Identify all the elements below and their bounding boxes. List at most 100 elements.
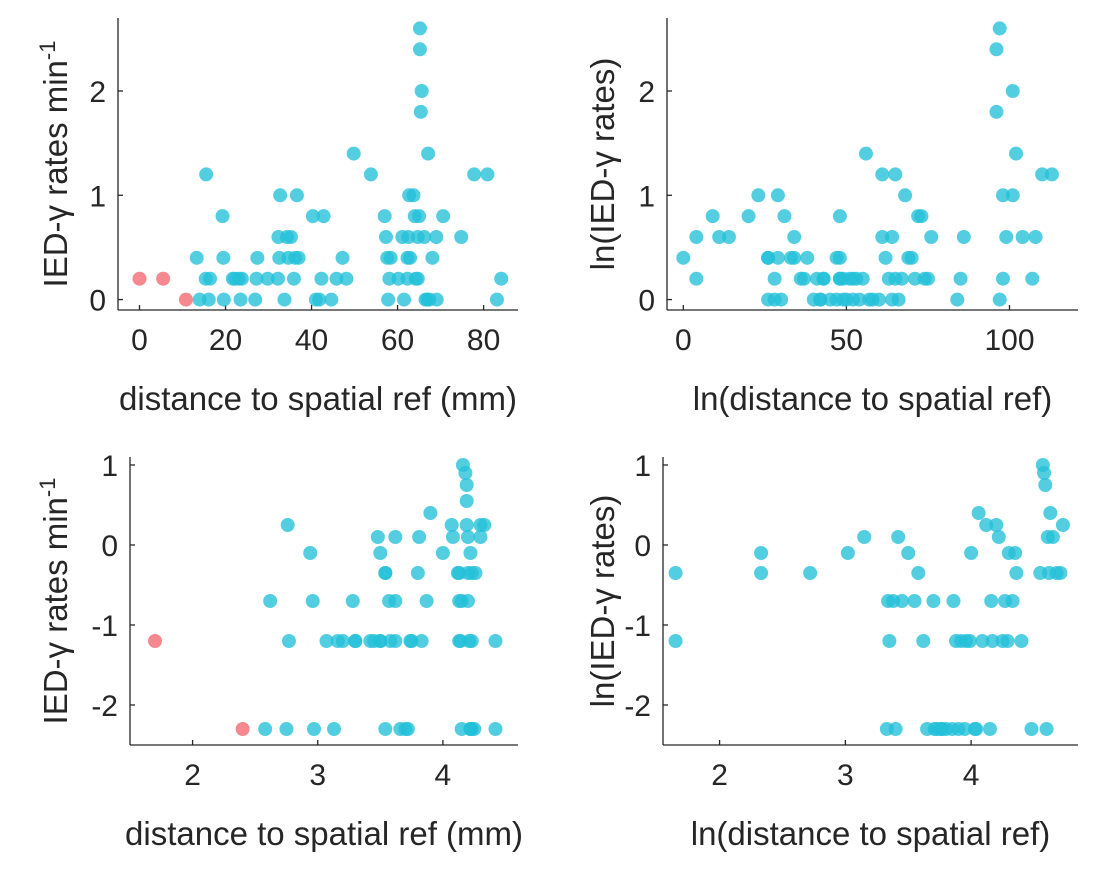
- data-point-teal: [1005, 594, 1020, 608]
- data-point-teal: [201, 292, 216, 307]
- data-point-teal: [412, 530, 427, 544]
- data-point-teal: [1038, 478, 1053, 492]
- data-point-teal: [319, 634, 334, 648]
- data-point-teal: [413, 104, 428, 119]
- data-point-red: [156, 271, 171, 286]
- y-tick-label: 1: [634, 450, 651, 483]
- x-tick-label: 2: [184, 759, 201, 792]
- data-point-teal: [233, 292, 248, 307]
- data-point-teal: [689, 271, 704, 286]
- y-tick-label: 2: [89, 76, 106, 109]
- data-point-teal: [989, 518, 1004, 532]
- data-point-teal: [460, 530, 475, 544]
- data-point-teal: [480, 167, 495, 182]
- x-tick-label: 4: [435, 759, 452, 792]
- data-point-teal: [916, 634, 931, 648]
- data-point-teal: [984, 594, 999, 608]
- data-point-teal: [316, 209, 331, 224]
- data-point-teal: [1037, 466, 1052, 480]
- x-axis-label: distance to spatial ref (mm): [125, 815, 523, 852]
- data-point-teal: [767, 271, 782, 286]
- data-point-teal: [816, 271, 831, 286]
- data-point-teal: [346, 146, 361, 161]
- data-point-teal: [327, 722, 342, 736]
- data-point-teal: [291, 250, 306, 265]
- x-tick-label: 100: [984, 324, 1034, 357]
- data-point-teal: [260, 271, 275, 286]
- x-tick-label: 20: [209, 324, 242, 357]
- data-point-teal: [467, 722, 482, 736]
- data-point-teal: [189, 250, 204, 265]
- data-point-teal: [995, 188, 1010, 203]
- data-point-teal: [303, 546, 318, 560]
- data-point-teal: [852, 292, 867, 307]
- x-axis-label: ln(distance to spatial ref): [693, 380, 1053, 417]
- data-point-teal: [777, 209, 792, 224]
- data-point-teal: [335, 250, 350, 265]
- data-point-teal: [770, 250, 785, 265]
- data-point-teal: [668, 566, 683, 580]
- data-point-teal: [975, 634, 990, 648]
- data-point-teal: [248, 292, 263, 307]
- data-point-teal: [489, 292, 504, 307]
- data-point-red: [235, 722, 250, 736]
- x-tick-label: 50: [830, 324, 863, 357]
- data-point-teal: [787, 250, 802, 265]
- data-point-teal: [458, 466, 473, 480]
- data-point-teal: [329, 271, 344, 286]
- data-point-teal: [751, 188, 766, 203]
- y-tick-label: 1: [101, 450, 118, 483]
- data-point-teal: [907, 271, 922, 286]
- data-point-teal: [676, 250, 691, 265]
- x-tick-label: 0: [131, 324, 148, 357]
- data-point-teal: [721, 230, 736, 244]
- data-point-teal: [953, 271, 968, 286]
- data-point-teal: [468, 566, 483, 580]
- data-point-teal: [1044, 167, 1059, 182]
- data-point-teal: [388, 530, 403, 544]
- data-point-teal: [488, 634, 503, 648]
- data-point-teal: [306, 722, 321, 736]
- data-point-teal: [464, 634, 479, 648]
- data-point-teal: [914, 209, 929, 224]
- data-point-teal: [989, 104, 1004, 119]
- data-point-teal: [875, 230, 890, 244]
- data-point-teal: [388, 634, 403, 648]
- data-point-teal: [373, 634, 388, 648]
- y-axis-label: IED-γ rates min-1: [35, 41, 75, 288]
- data-point-teal: [894, 594, 909, 608]
- data-point-teal: [898, 188, 913, 203]
- data-point-teal: [425, 250, 440, 265]
- data-point-teal: [992, 21, 1007, 36]
- data-point-teal: [412, 209, 427, 224]
- data-point-teal: [1009, 146, 1024, 161]
- data-point-teal: [279, 722, 294, 736]
- data-point-teal: [904, 250, 919, 265]
- data-point-teal: [348, 634, 363, 648]
- data-point-teal: [800, 250, 815, 265]
- data-point-teal: [421, 146, 436, 161]
- x-tick-label: 3: [309, 759, 326, 792]
- x-tick-label: 3: [837, 759, 854, 792]
- data-point-teal: [263, 594, 278, 608]
- data-point-teal: [741, 209, 756, 224]
- data-point-teal: [754, 546, 769, 560]
- data-point-teal: [289, 188, 304, 203]
- data-point-teal: [463, 546, 478, 560]
- data-point-teal: [857, 530, 872, 544]
- data-point-teal: [454, 230, 469, 244]
- data-point-teal: [258, 722, 273, 736]
- data-point-teal: [459, 494, 474, 508]
- data-point-teal: [1024, 722, 1039, 736]
- data-point-teal: [494, 271, 509, 286]
- data-point-teal: [373, 546, 388, 560]
- data-point-teal: [1045, 530, 1060, 544]
- data-point-teal: [832, 250, 847, 265]
- data-point-teal: [414, 84, 429, 98]
- data-point-teal: [882, 634, 897, 648]
- data-point-teal: [712, 230, 727, 244]
- data-point-teal: [999, 230, 1014, 244]
- data-point-teal: [995, 271, 1010, 286]
- y-axis-label: IED-γ rates min-1: [35, 478, 75, 725]
- data-point-teal: [377, 209, 392, 224]
